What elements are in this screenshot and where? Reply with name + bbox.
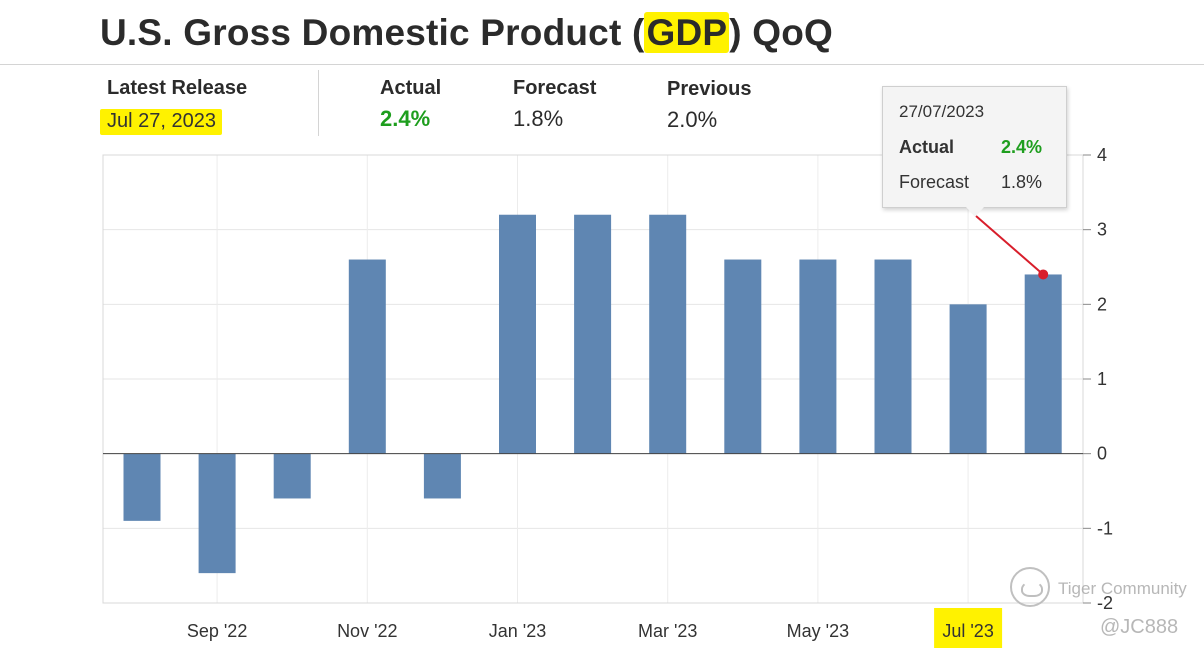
- forecast-value: 1.8%: [513, 106, 564, 131]
- latest-release-date: Jul 27, 2023: [100, 109, 222, 135]
- tooltip-date: 27/07/2023: [899, 102, 985, 121]
- bar-10: [874, 259, 912, 454]
- watermark-brand: Tiger Community: [1058, 579, 1187, 598]
- chart-bars: [123, 214, 1062, 574]
- x-tick-label: Mar '23: [638, 621, 697, 641]
- bar-11: [949, 304, 987, 454]
- bar-12: [1024, 274, 1062, 454]
- x-axis-ticks: Sep '22 Nov '22 Jan '23 Mar '23 May '23 Jul '…: [187, 608, 1003, 648]
- bar-0: [123, 453, 161, 521]
- highlighted-tick-marker: [934, 608, 1003, 648]
- bar-9: [799, 259, 837, 454]
- header-divider: [0, 64, 1204, 65]
- bar-4: [423, 453, 461, 499]
- bar-3: [348, 259, 386, 454]
- y-tick-label: 0: [1097, 444, 1107, 464]
- tooltip-actual-label: Actual: [899, 137, 955, 157]
- x-tick-label: Jan '23: [489, 621, 546, 641]
- title-suffix: ) QoQ: [729, 12, 834, 53]
- x-tick-label: Nov '22: [337, 621, 397, 641]
- bar-8: [724, 259, 762, 454]
- actual-label: Actual: [380, 77, 442, 99]
- title-prefix: U.S. Gross Domestic Product (: [100, 12, 645, 53]
- forecast-label: Forecast: [513, 77, 597, 99]
- x-tick-label: Jul '23: [942, 621, 993, 641]
- previous-value: 2.0%: [667, 107, 718, 132]
- y-tick-label: -2: [1097, 593, 1113, 613]
- watermark-handle: @JC888: [1100, 616, 1179, 638]
- highlighted-data-point: [1038, 269, 1049, 280]
- bar-7: [649, 214, 687, 454]
- y-tick-label: 1: [1097, 369, 1107, 389]
- page-title: U.S. Gross Domestic Product (GDP) QoQ: [100, 12, 833, 54]
- y-tick-label: 3: [1097, 220, 1107, 240]
- tooltip-forecast-label: Forecast: [899, 172, 970, 192]
- tooltip-pointer-line: [975, 215, 1044, 276]
- tooltip-forecast-value: 1.8%: [1001, 172, 1043, 192]
- info-separator: [318, 70, 319, 136]
- bar-1: [198, 453, 236, 574]
- x-tick-label: May '23: [787, 621, 849, 641]
- y-tick-label: 2: [1097, 294, 1107, 314]
- bar-6: [574, 214, 612, 454]
- y-tick-label: 4: [1097, 145, 1107, 165]
- data-tooltip: 27/07/2023 Actual 2.4% Forecast 1.8%: [882, 86, 1067, 208]
- latest-release-label: Latest Release: [107, 77, 248, 99]
- y-axis-ticks: 4 3 2 1 0 -1 -2: [1083, 145, 1113, 613]
- actual-value: 2.4%: [380, 106, 431, 131]
- bar-5: [499, 214, 536, 454]
- x-tick-label: Sep '22: [187, 621, 248, 641]
- title-gdp-highlight: GDP: [644, 12, 730, 53]
- y-tick-label: -1: [1097, 518, 1113, 538]
- previous-label: Previous: [667, 78, 752, 100]
- tooltip-arrow: [966, 207, 984, 217]
- bar-2: [273, 453, 311, 499]
- tiger-logo-icon: [1010, 567, 1050, 607]
- tooltip-actual-value: 2.4%: [1001, 137, 1043, 157]
